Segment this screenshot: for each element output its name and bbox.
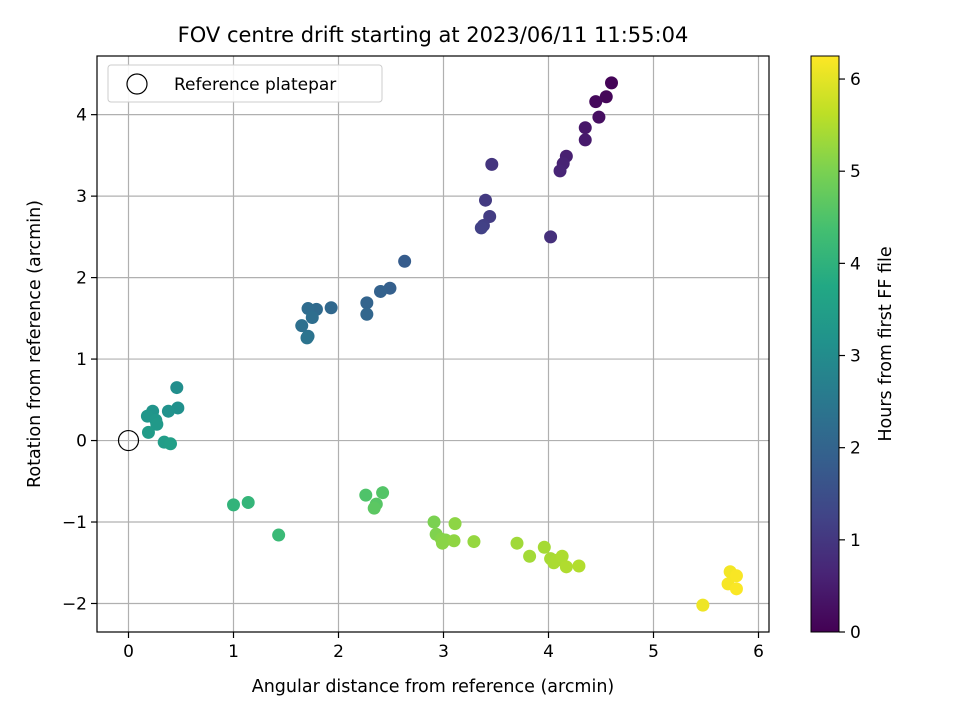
data-point — [510, 536, 524, 550]
data-point — [537, 540, 551, 554]
data-point — [164, 437, 177, 451]
legend-box — [107, 64, 383, 103]
y-tick-label: 2 — [76, 269, 87, 289]
data-point — [272, 528, 286, 542]
data-point — [589, 95, 603, 109]
data-point — [729, 582, 743, 596]
legend-marker-icon — [126, 73, 148, 95]
x-axis-ticks: 0 1 2 3 4 5 6 — [123, 632, 764, 662]
data-point — [544, 230, 558, 244]
plot-frame — [96, 55, 770, 633]
data-point — [359, 488, 373, 502]
colorbar-tick-label: 0 — [850, 623, 861, 643]
legend: Reference platepar — [107, 64, 383, 103]
data-point — [374, 284, 387, 298]
x-tick-label: 1 — [228, 642, 239, 662]
data-point — [170, 381, 184, 395]
colorbar-label: Hours from first FF file — [876, 246, 896, 441]
reference-point — [117, 429, 140, 452]
data-point — [592, 110, 606, 124]
data-point — [578, 133, 592, 147]
data-point — [427, 515, 441, 529]
data-point — [300, 331, 314, 345]
colorbar-ticks: 0 1 2 3 4 5 6 — [839, 70, 861, 643]
reference-marker — [117, 429, 140, 452]
x-tick-label: 5 — [648, 642, 659, 662]
data-point — [448, 517, 462, 531]
data-point — [398, 254, 412, 268]
data-point — [523, 549, 537, 563]
x-tick-label: 6 — [753, 642, 764, 662]
data-point — [599, 90, 613, 104]
data-point — [729, 569, 743, 583]
colorbar-tick-label: 2 — [850, 439, 861, 459]
data-point — [578, 121, 592, 135]
data-point — [555, 549, 569, 563]
data-point — [376, 486, 390, 500]
data-point — [605, 76, 618, 90]
data-point — [447, 534, 461, 548]
colorbar-tick-label: 1 — [850, 531, 861, 551]
colorbar-tick-label: 4 — [850, 254, 861, 274]
x-tick-label: 4 — [543, 642, 554, 662]
colorbar-gradient — [810, 55, 840, 633]
y-tick-label: 4 — [76, 106, 87, 126]
chart-title: FOV centre drift starting at 2023/06/11 … — [178, 23, 689, 47]
data-point — [161, 404, 175, 418]
colorbar-tick-label: 6 — [850, 70, 861, 90]
data-point — [305, 311, 319, 325]
y-tick-label: 1 — [76, 350, 87, 370]
data-point — [150, 417, 164, 431]
y-axis-label: Rotation from reference (arcmin) — [25, 200, 45, 488]
data-point — [696, 598, 710, 612]
data-point — [485, 157, 499, 171]
data-point — [467, 535, 481, 549]
y-tick-label: −2 — [62, 594, 87, 614]
grid — [97, 56, 769, 632]
data-points — [140, 76, 743, 612]
data-point — [435, 536, 449, 550]
colorbar-tick-label: 3 — [850, 347, 861, 367]
x-tick-label: 0 — [123, 642, 134, 662]
data-point — [360, 307, 374, 321]
legend-entry: Reference platepar — [174, 75, 336, 95]
data-point — [227, 498, 240, 512]
colorbar-tick-label: 5 — [850, 162, 861, 182]
data-point — [559, 560, 573, 574]
x-tick-label: 2 — [333, 642, 344, 662]
y-tick-label: 0 — [76, 432, 87, 452]
data-point — [324, 301, 338, 315]
y-axis-ticks: −2 −1 0 1 2 3 4 — [62, 106, 97, 614]
data-point — [141, 425, 155, 439]
x-tick-label: 3 — [438, 642, 449, 662]
data-point — [241, 495, 255, 509]
data-point — [572, 559, 586, 573]
data-point — [479, 193, 492, 207]
data-point — [360, 296, 374, 310]
colorbar: 0 1 2 3 4 5 6 Hours from first FF file — [810, 55, 896, 643]
data-point — [474, 221, 488, 235]
y-tick-label: 3 — [76, 187, 87, 207]
data-point — [553, 164, 567, 178]
data-point — [367, 501, 381, 515]
y-tick-label: −1 — [62, 513, 87, 533]
data-point — [295, 319, 309, 333]
x-axis-label: Angular distance from reference (arcmin) — [252, 677, 615, 697]
